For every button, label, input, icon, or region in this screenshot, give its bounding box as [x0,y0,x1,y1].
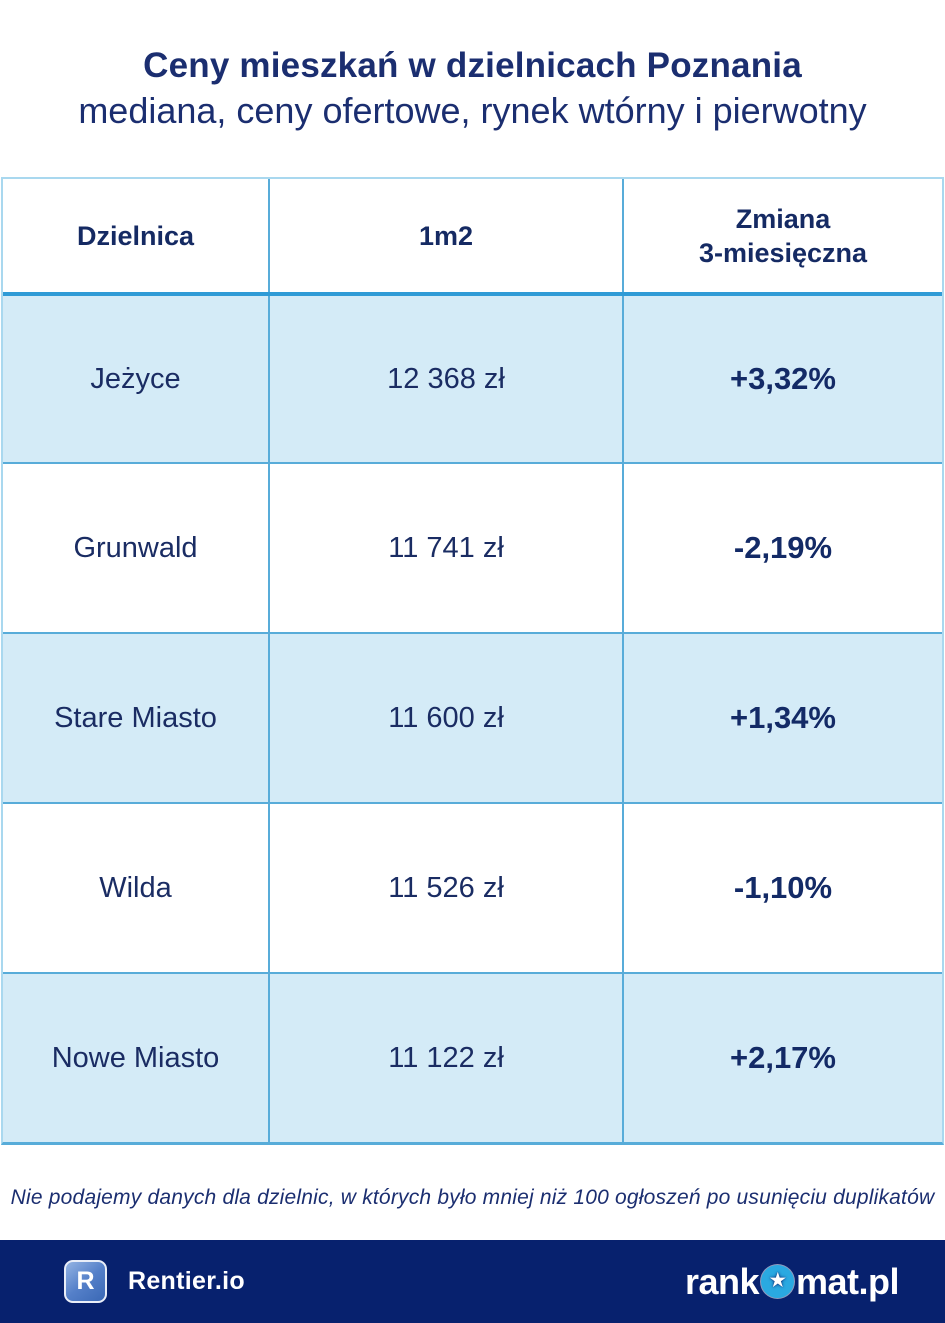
column-header-change: Zmiana 3-miesięczna [624,179,942,292]
district-cell: Wilda [3,804,270,972]
column-header-change-line1: Zmiana [735,203,831,234]
column-header-price: 1m2 [270,179,624,292]
table-row: Wilda 11 526 zł -1,10% [3,802,942,972]
price-cell: 11 122 zł [270,974,624,1142]
price-cell: 12 368 zł [270,296,624,462]
change-cell: +1,34% [729,700,836,735]
star-glyph: ★ [768,1269,787,1292]
table-row: Jeżyce 12 368 zł +3,32% [3,292,942,462]
rankomat-logo: rank ★ mat.pl [684,1260,900,1303]
district-cell: Jeżyce [3,296,270,462]
change-cell: +2,17% [729,1040,836,1075]
rankomat-prefix: rank [684,1260,760,1302]
page-subtitle: mediana, ceny ofertowe, rynek wtórny i p… [78,90,867,131]
column-header-district: Dzielnica [3,179,270,292]
table-row: Grunwald 11 741 zł -2,19% [3,462,942,632]
footnote: Nie podajemy danych dla dzielnic, w któr… [10,1186,935,1209]
rentier-badge-icon: R [64,1260,107,1303]
page-title: Ceny mieszkań w dzielnicach Poznania [143,46,802,85]
price-cell: 11 600 zł [270,634,624,802]
price-cell: 11 741 zł [270,464,624,632]
table-header-row: Dzielnica 1m2 Zmiana 3-miesięczna [3,179,942,292]
rankomat-suffix: mat.pl [795,1260,900,1302]
table-row: Stare Miasto 11 600 zł +1,34% [3,632,942,802]
change-cell: -1,10% [733,870,833,905]
column-header-change-line2: 3-miesięczna [698,237,868,268]
price-table: Dzielnica 1m2 Zmiana 3-miesięczna Jeżyce… [1,177,944,1145]
change-cell: -2,19% [733,530,833,565]
rentier-label: Rentier.io [128,1267,245,1295]
district-cell: Stare Miasto [3,634,270,802]
footer-bar: R Rentier.io rank ★ mat.pl [0,1240,945,1323]
rankomat-star-icon: ★ [760,1265,794,1298]
district-cell: Nowe Miasto [3,974,270,1142]
table-row: Nowe Miasto 11 122 zł +2,17% [3,972,942,1142]
district-cell: Grunwald [3,464,270,632]
rentier-logo: R Rentier.io [64,1260,245,1303]
price-cell: 11 526 zł [270,804,624,972]
change-cell: +3,32% [729,361,836,396]
header: Ceny mieszkań w dzielnicach Poznania med… [0,44,945,134]
